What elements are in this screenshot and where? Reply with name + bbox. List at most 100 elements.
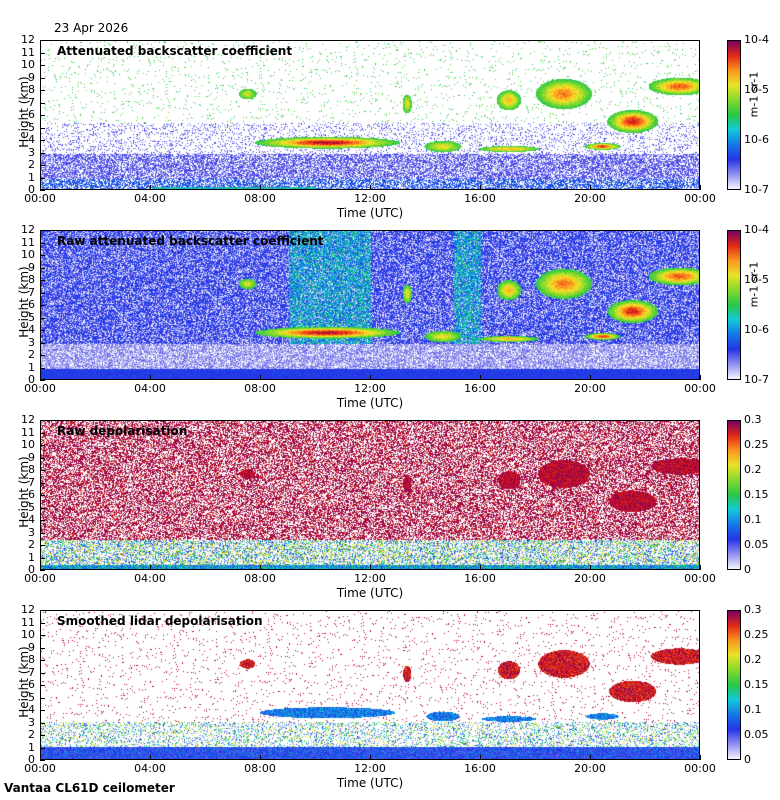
y-tick-label: 2: [28, 728, 35, 741]
y-tick-mark: [40, 165, 45, 166]
y-tick-label: 5: [28, 310, 35, 324]
x-tick-mark: [700, 185, 701, 190]
chart-panel-4: Smoothed lidar depolarisation 0 1 2 3 4 5 6 7 8 9 1…: [0, 570, 780, 790]
y-tick-label: 6: [28, 678, 35, 691]
y-tick-mark: [40, 367, 45, 369]
colorbar-unit-label: m-1 sr-1: [747, 71, 761, 118]
y-tick-label: 5: [28, 120, 35, 134]
heatmap-plot-area: Smoothed lidar depolarisation: [40, 610, 700, 760]
y-tick-label: 5: [28, 500, 35, 514]
y-axis-label: Height (km): [17, 456, 31, 528]
x-tick-mark: [150, 375, 151, 380]
colorbar-tick-label: 0.05: [744, 728, 769, 741]
y-tick-label: 2: [28, 538, 35, 551]
colorbar-tick-label: 10-4: [744, 223, 769, 236]
y-tick-mark: [40, 52, 45, 54]
x-tick-label: 20:00: [574, 382, 606, 395]
y-tick-mark: [40, 482, 45, 484]
colorbar: [727, 610, 741, 760]
y-tick-mark: [40, 102, 45, 104]
x-axis-label: Time (UTC): [336, 396, 404, 410]
y-tick-mark: [40, 190, 45, 191]
y-tick-label: 8: [28, 653, 35, 666]
y-tick-mark: [40, 242, 45, 244]
y-tick-label: 12: [21, 603, 35, 616]
x-tick-label: 04:00: [134, 762, 166, 775]
x-tick-mark: [480, 755, 481, 760]
y-tick-mark: [40, 432, 45, 434]
y-tick-mark: [40, 65, 45, 66]
y-tick-label: 11: [21, 425, 35, 439]
colorbar: [727, 230, 741, 380]
x-tick-mark: [40, 185, 41, 190]
colorbar-tick-label: 10-6: [744, 323, 769, 336]
y-tick-mark: [40, 610, 45, 611]
y-tick-mark: [40, 532, 45, 534]
y-tick-label: 0: [28, 753, 35, 766]
date-label: 23 Apr 2026: [54, 21, 129, 35]
x-tick-label: 00:00: [24, 762, 56, 775]
x-tick-mark: [40, 755, 41, 760]
y-tick-label: 9: [28, 260, 35, 274]
y-tick-mark: [40, 230, 45, 231]
heatmap-canvas: [41, 41, 699, 189]
colorbar-tick-label: 10-5: [744, 273, 769, 286]
y-axis-label: Height (km): [17, 266, 31, 338]
y-tick-label: 2: [28, 348, 35, 361]
heatmap-canvas: [41, 231, 699, 379]
y-tick-label: 10: [21, 438, 35, 451]
heatmap-canvas: [41, 611, 699, 759]
y-tick-mark: [40, 520, 45, 521]
colorbar-tick-label: 0.2: [744, 653, 762, 666]
y-tick-mark: [40, 622, 45, 624]
y-tick-mark: [40, 735, 45, 736]
heatmap-plot-area: Raw depolarisation: [40, 420, 700, 570]
x-tick-label: 08:00: [244, 572, 276, 585]
y-tick-mark: [40, 697, 45, 699]
y-tick-label: 5: [28, 690, 35, 704]
x-tick-mark: [40, 565, 41, 570]
x-tick-label: 16:00: [464, 572, 496, 585]
y-tick-label: 1: [28, 740, 35, 754]
y-tick-mark: [40, 380, 45, 381]
y-tick-mark: [40, 557, 45, 559]
x-tick-mark: [590, 185, 591, 190]
x-tick-label: 00:00: [684, 382, 716, 395]
x-tick-mark: [370, 565, 371, 570]
x-tick-mark: [150, 755, 151, 760]
x-tick-label: 12:00: [354, 572, 386, 585]
x-tick-mark: [480, 375, 481, 380]
y-tick-label: 12: [21, 413, 35, 426]
colorbar-tick-label: 10-5: [744, 83, 769, 96]
footer-label: Vantaa CL61D ceilometer: [4, 781, 175, 795]
y-tick-mark: [40, 40, 45, 41]
colorbar-tick-label: 10-6: [744, 133, 769, 146]
y-tick-mark: [40, 267, 45, 269]
y-tick-mark: [40, 507, 45, 509]
y-tick-mark: [40, 317, 45, 319]
x-tick-label: 08:00: [244, 192, 276, 205]
y-tick-label: 11: [21, 45, 35, 59]
y-tick-mark: [40, 760, 45, 761]
y-tick-label: 6: [28, 108, 35, 121]
colorbar-tick-label: 10-7: [744, 183, 769, 196]
y-tick-label: 4: [28, 323, 35, 336]
x-axis-label: Time (UTC): [336, 586, 404, 600]
heatmap-plot-area: Attenuated backscatter coefficient: [40, 40, 700, 190]
y-tick-mark: [40, 152, 45, 154]
x-tick-mark: [480, 185, 481, 190]
y-tick-label: 3: [28, 525, 35, 539]
y-tick-mark: [40, 457, 45, 459]
x-tick-mark: [370, 755, 371, 760]
heatmap-canvas: [41, 421, 699, 569]
panel-title: Raw attenuated backscatter coefficient: [57, 234, 324, 248]
y-tick-mark: [40, 660, 45, 661]
x-tick-label: 00:00: [24, 382, 56, 395]
x-tick-mark: [260, 755, 261, 760]
x-tick-label: 16:00: [464, 192, 496, 205]
y-tick-mark: [40, 77, 45, 79]
x-tick-label: 20:00: [574, 762, 606, 775]
x-tick-mark: [260, 375, 261, 380]
colorbar: [727, 40, 741, 190]
chart-panel-2: Raw attenuated backscatter coefficient 0 1…: [0, 190, 780, 410]
